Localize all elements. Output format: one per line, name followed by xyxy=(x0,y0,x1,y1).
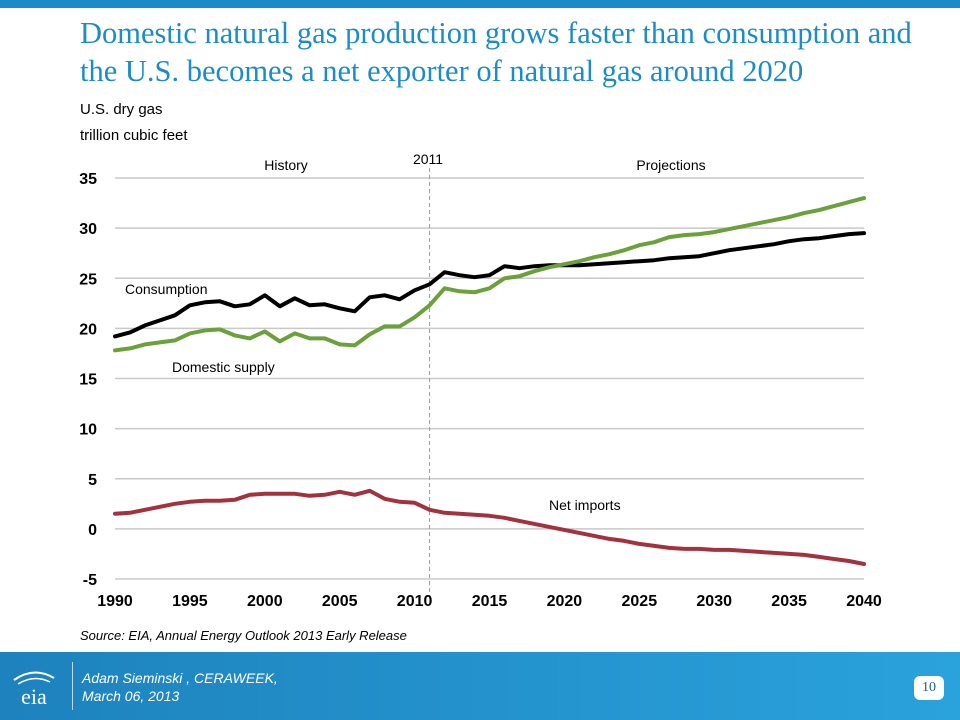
y-tick-0: 0 xyxy=(88,522,97,539)
series-line-net-imports xyxy=(113,488,866,566)
series-lines xyxy=(113,196,866,566)
y-axis-label-line2: trillion cubic feet xyxy=(80,127,188,144)
series-line-domestic-supply xyxy=(113,196,866,353)
slide-title: Domestic natural gas production grows fa… xyxy=(80,16,912,88)
history-label: History xyxy=(264,157,308,173)
x-tick-2020: 2020 xyxy=(547,593,583,610)
presentation-date: March 06, 2013 xyxy=(82,688,180,704)
x-tick-1995: 1995 xyxy=(172,593,208,610)
series-label-domestic-supply: Domestic supply xyxy=(172,359,275,375)
y-tick-25: 25 xyxy=(79,271,97,288)
series-label-net-imports: Net imports xyxy=(549,497,621,513)
series-label-consumption: Consumption xyxy=(125,281,208,297)
x-tick-2015: 2015 xyxy=(472,593,508,610)
x-tick-2040: 2040 xyxy=(846,593,882,610)
top-accent-bar xyxy=(0,0,960,8)
y-tick-10: 10 xyxy=(79,422,97,439)
y-tick-15: 15 xyxy=(79,372,97,389)
source-note: Source: EIA, Annual Energy Outlook 2013 … xyxy=(80,628,407,643)
projections-label: Projections xyxy=(636,157,705,173)
footer-bar: eia Adam Sieminski , CERAWEEK, March 06,… xyxy=(0,652,960,720)
footer-divider xyxy=(72,662,73,710)
y-tick-5: 5 xyxy=(88,472,97,489)
y-tick-labels: 35 30 25 20 15 10 5 0 -5 xyxy=(79,171,97,589)
x-tick-labels: 1990 1995 2000 2005 2010 2015 2020 2025 2030 2035… xyxy=(97,593,882,610)
eia-logo-text: eia xyxy=(21,684,47,709)
x-tick-1990: 1990 xyxy=(97,593,133,610)
x-tick-2030: 2030 xyxy=(696,593,732,610)
presenter-event: Adam Sieminski , CERAWEEK, xyxy=(82,670,278,686)
y-axis-label-line1: U.S. dry gas xyxy=(80,101,163,118)
y-tick-30: 30 xyxy=(79,221,97,238)
x-tick-2035: 2035 xyxy=(771,593,807,610)
x-tick-2005: 2005 xyxy=(322,593,358,610)
x-tick-2000: 2000 xyxy=(247,593,283,610)
series-line-consumption xyxy=(113,231,866,339)
y-tick-20: 20 xyxy=(79,321,97,338)
x-tick-2025: 2025 xyxy=(622,593,658,610)
eia-logo-icon: eia xyxy=(13,671,55,709)
divider-year-label: 2011 xyxy=(413,151,443,167)
y-tick--5: -5 xyxy=(83,572,97,589)
page-number: 10 xyxy=(914,676,944,700)
gridlines xyxy=(115,177,864,580)
annotations: History Projections 2011 Consumption Dom… xyxy=(125,151,706,513)
x-tick-2010: 2010 xyxy=(397,593,433,610)
y-tick-35: 35 xyxy=(79,171,97,188)
